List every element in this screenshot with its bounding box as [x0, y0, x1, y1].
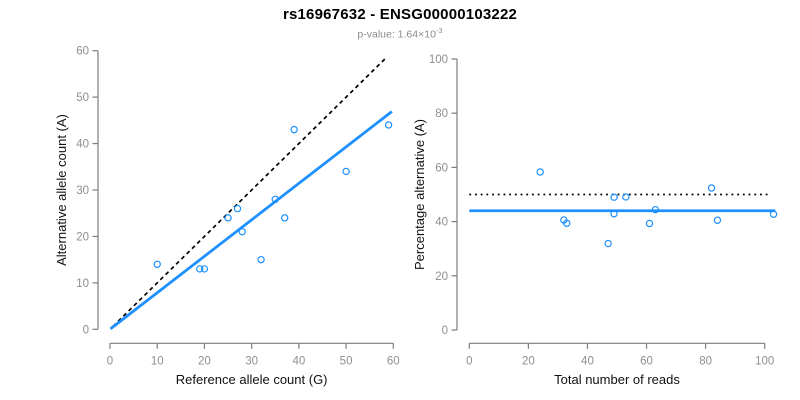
data-point — [645, 219, 654, 228]
x-tick-label: 50 — [340, 355, 353, 367]
data-point — [769, 210, 778, 218]
y-tick-label: 40 — [76, 139, 89, 151]
y-tick-label: 0 — [83, 324, 89, 336]
x-tick-label: 0 — [107, 355, 113, 367]
y-axis: 0 10 20 30 40 50 60 — [76, 46, 99, 336]
x-tick-label: 60 — [387, 355, 400, 367]
x-axis: 0 20 40 60 80 100 — [466, 342, 774, 367]
y-tick-label: 10 — [76, 278, 89, 290]
data-point — [153, 260, 161, 268]
data-point — [290, 125, 298, 134]
data-point — [707, 184, 716, 192]
p-value-text: p-value: 1.64×10 — [357, 28, 436, 41]
y-tick-label: 0 — [442, 325, 448, 337]
data-point — [713, 216, 722, 224]
y-axis-title: Percentage alternative (A) — [412, 119, 427, 270]
y-tick-label: 80 — [435, 108, 448, 120]
x-axis-title: Reference allele count (G) — [176, 372, 328, 387]
fit-line — [109, 110, 393, 330]
x-axis: 0 10 20 30 40 50 60 — [107, 342, 400, 367]
data-point — [196, 265, 204, 273]
data-point — [610, 193, 618, 201]
y-axis: 0 20 40 60 80 100 — [429, 54, 458, 337]
y-axis-title: Alternative allele count (A) — [54, 114, 69, 266]
y-tick-label: 40 — [435, 217, 448, 229]
y-tick-label: 50 — [76, 92, 89, 104]
x-tick-label: 30 — [245, 355, 258, 367]
x-tick-label: 40 — [292, 355, 305, 367]
x-axis-title: Total number of reads — [554, 372, 680, 387]
y-tick-label: 60 — [435, 162, 448, 174]
x-tick-label: 80 — [699, 355, 712, 367]
data-points — [536, 168, 778, 248]
data-point — [604, 239, 612, 248]
y-tick-label: 20 — [76, 231, 89, 243]
data-point — [238, 228, 246, 236]
data-point — [200, 265, 209, 273]
x-tick-label: 0 — [466, 355, 472, 367]
data-point — [563, 219, 571, 227]
x-tick-label: 40 — [581, 355, 594, 367]
right-plot: 0 20 40 60 80 100 0 20 40 60 80 100 Total number of … — [412, 54, 778, 387]
y-tick-label: 100 — [429, 54, 448, 66]
data-point — [610, 210, 618, 218]
y-tick-label: 20 — [435, 271, 448, 283]
data-point — [271, 195, 279, 203]
x-tick-label: 10 — [151, 355, 164, 367]
identity-line — [112, 57, 387, 328]
p-value-exponent: -3 — [435, 26, 443, 35]
data-point — [342, 167, 350, 176]
data-point — [224, 214, 232, 222]
data-point — [257, 255, 265, 264]
figure-title: rs16967632 - ENSG00000103222 — [282, 6, 518, 23]
x-tick-label: 20 — [198, 355, 211, 367]
x-tick-label: 100 — [755, 355, 774, 367]
y-tick-label: 60 — [76, 46, 89, 58]
figure-subtitle: p-value: 1.64×10-3 — [0, 26, 800, 41]
data-point — [651, 205, 660, 214]
data-point — [233, 204, 242, 213]
x-tick-label: 60 — [640, 355, 653, 367]
data-points — [153, 121, 393, 273]
data-point — [281, 214, 289, 222]
x-tick-label: 20 — [522, 355, 535, 367]
data-point — [384, 121, 393, 129]
left-plot: 0 10 20 30 40 50 60 0 10 20 30 40 50 60 Reference alle… — [54, 46, 400, 387]
data-point — [622, 193, 630, 201]
data-point — [536, 168, 544, 176]
y-tick-label: 30 — [76, 185, 89, 197]
